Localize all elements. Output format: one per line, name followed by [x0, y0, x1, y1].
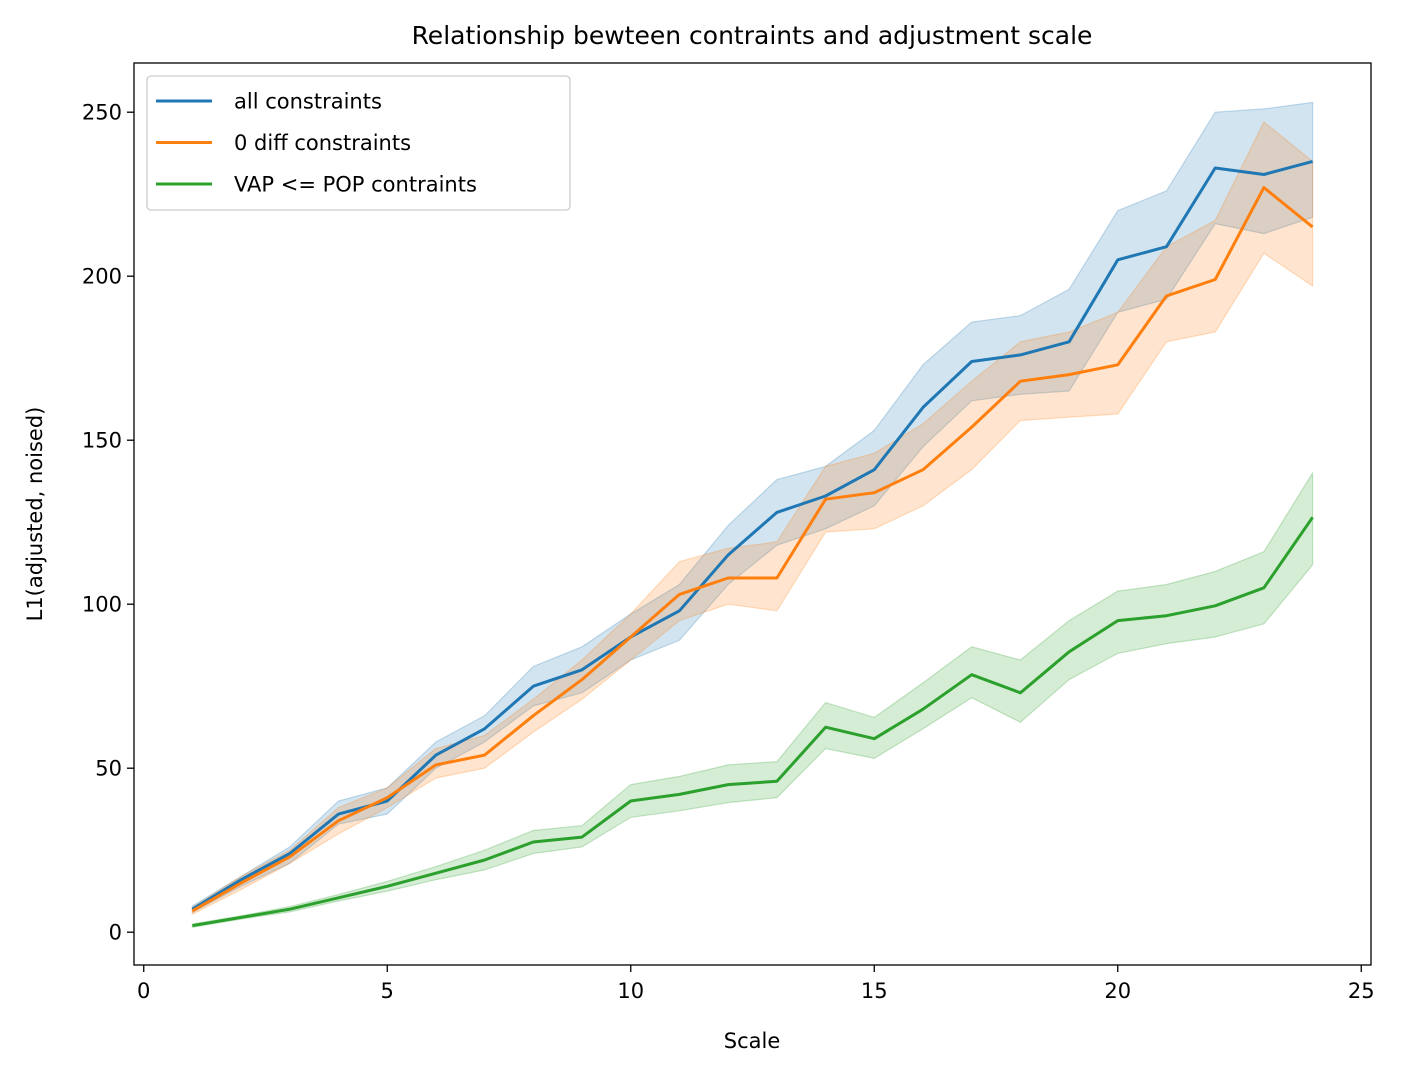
confidence-band-2 [191, 470, 1314, 929]
legend-label-0: all constraints [234, 90, 382, 114]
series-line-1 [191, 186, 1314, 913]
y-tick-label: 100 [82, 593, 122, 617]
y-axis-ticks: 0 50 100 150 200 250 [82, 101, 134, 945]
legend-label-1: 0 diff constraints [234, 131, 411, 155]
x-tick-label: 10 [617, 979, 644, 1003]
series-lines [191, 159, 1314, 928]
y-tick-label: 0 [109, 921, 122, 945]
series-line-2 [192, 516, 1314, 928]
y-tick-label: 200 [82, 265, 122, 289]
confidence-band-1 [191, 121, 1314, 916]
y-tick-label: 50 [95, 757, 122, 781]
confidence-band-0 [191, 101, 1314, 914]
legend: all constraints 0 diff constraints VAP <= … [146, 75, 571, 211]
x-tick-label: 5 [381, 979, 394, 1003]
x-axis-ticks: 0 5 10 15 20 25 [137, 965, 1375, 1003]
x-axis-label: Scale [724, 1029, 781, 1053]
legend-box [146, 75, 571, 211]
y-axis-label: L1(adjusted, noised) [23, 407, 47, 622]
y-tick-label: 150 [82, 429, 122, 453]
confidence-bands [191, 101, 1314, 929]
x-tick-label: 20 [1104, 979, 1131, 1003]
plot-frame [133, 62, 1372, 966]
chart-title: Relationship bewteen contraints and adju… [412, 21, 1093, 50]
x-tick-label: 15 [861, 979, 888, 1003]
legend-label-2: VAP <= POP contraints [234, 173, 477, 197]
x-tick-label: 25 [1348, 979, 1375, 1003]
x-tick-label: 0 [137, 979, 150, 1003]
y-tick-label: 250 [82, 101, 122, 125]
